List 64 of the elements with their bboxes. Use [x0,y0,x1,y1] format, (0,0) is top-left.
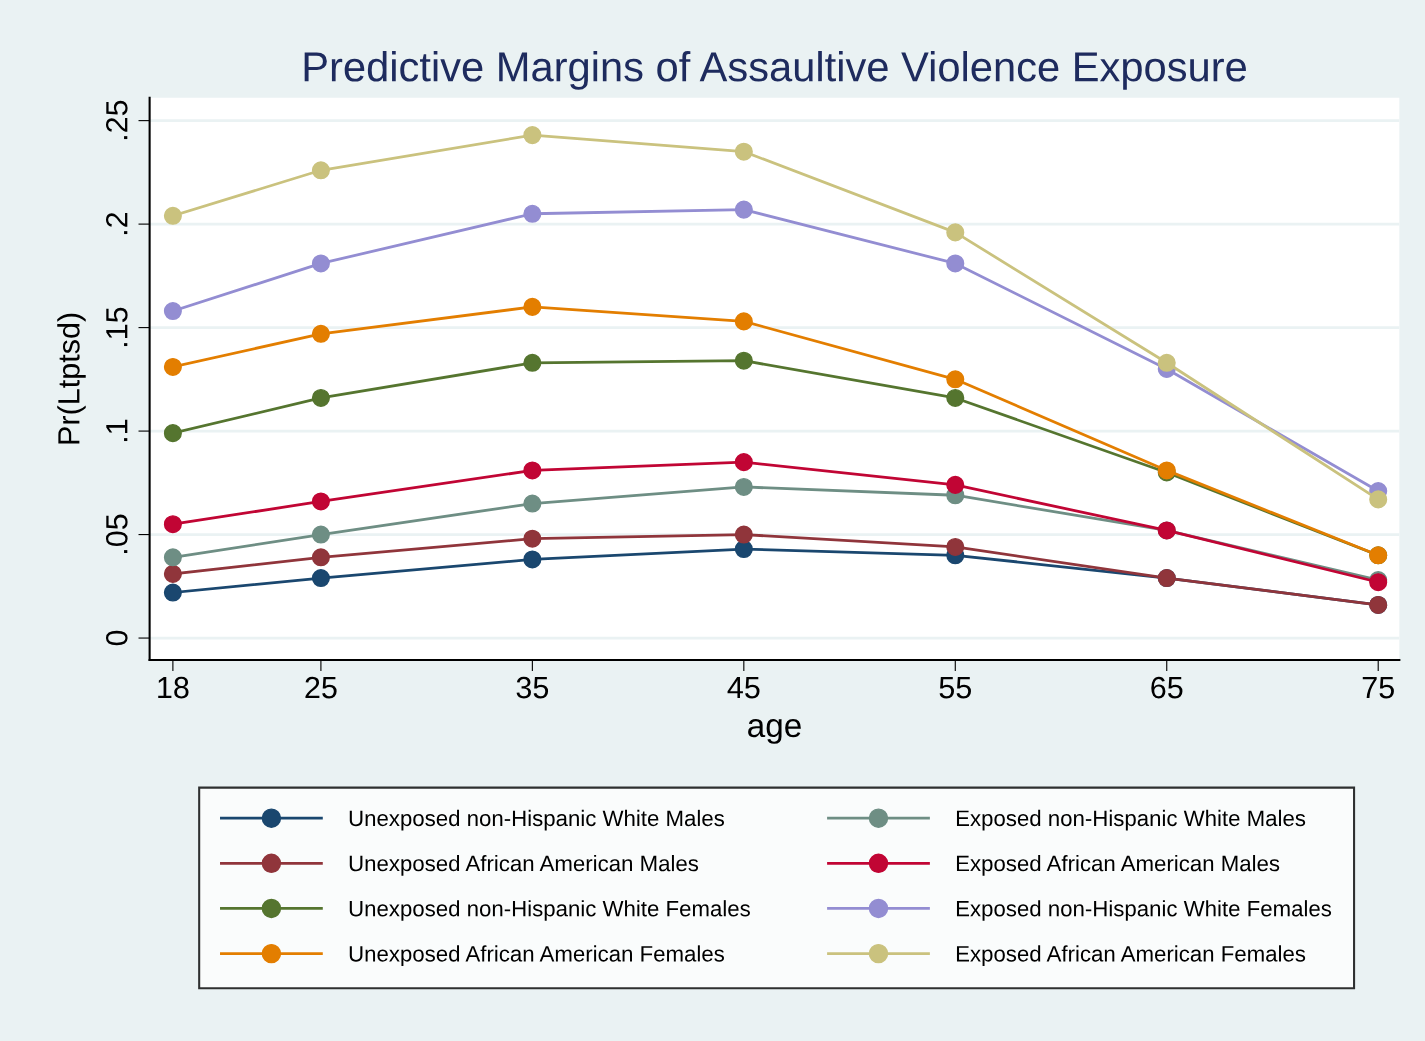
legend-label: Unexposed African American Males [349,854,699,876]
point [734,453,753,472]
point [734,540,753,559]
point [1157,353,1176,372]
x-tick-label: 55 [939,677,971,699]
point [311,525,330,544]
x-tick-label: 18 [158,676,189,699]
y-tick-label: .15 [106,307,128,347]
point [311,161,330,180]
point [734,351,753,370]
point [523,494,542,513]
y-tick-label: .1 [106,419,128,442]
point [734,525,753,544]
point [734,477,753,496]
point [523,550,542,569]
point [946,388,965,407]
point [311,492,330,511]
point [734,142,753,161]
point [311,548,330,567]
chart-title: Predictive Margins of Assaultive Violence Exposure [304,50,1246,90]
y-tick-label: .25 [105,100,128,140]
point [163,302,182,321]
y-axis-title: Pr(Ltptsd) [57,313,86,444]
point [523,529,542,548]
point [523,204,542,223]
x-axis-title: age [748,719,801,744]
x-tick-label: 75 [1362,677,1394,699]
point [311,254,330,273]
x-tick-label: 35 [516,676,549,699]
legend-label: Exposed non-Hispanic White Males [956,809,1306,831]
legend-label: Unexposed non-Hispanic White Females [349,900,750,921]
point [163,515,182,534]
point [946,370,965,389]
point [523,353,542,372]
point [523,461,542,480]
point [523,126,542,145]
point [946,475,965,494]
point [946,223,965,242]
legend-label: Exposed African American Females [956,945,1306,967]
x-tick-label: 65 [1151,676,1183,699]
point [163,583,182,602]
point [163,424,182,443]
point [734,312,753,331]
point [1369,490,1388,509]
x-tick-label: 25 [305,676,337,699]
legend-label: Exposed African American Males [956,854,1280,876]
x-tick-label: 45 [727,677,760,699]
point [311,569,330,588]
y-tick-label: .2 [105,212,128,235]
legend-label: Unexposed non-Hispanic White Males [349,809,724,831]
y-tick-label: .05 [105,514,128,554]
point [946,537,965,557]
y-tick-label: 0 [105,630,128,646]
point [946,254,965,273]
point [523,297,542,316]
point [163,548,182,567]
point [311,324,330,343]
point [734,200,753,219]
legend-label: Exposed non-Hispanic White Females [956,900,1332,921]
point [311,388,330,407]
point [163,357,182,376]
legend-label: Unexposed African American Females [349,945,724,967]
point [163,206,182,225]
point [163,564,182,583]
